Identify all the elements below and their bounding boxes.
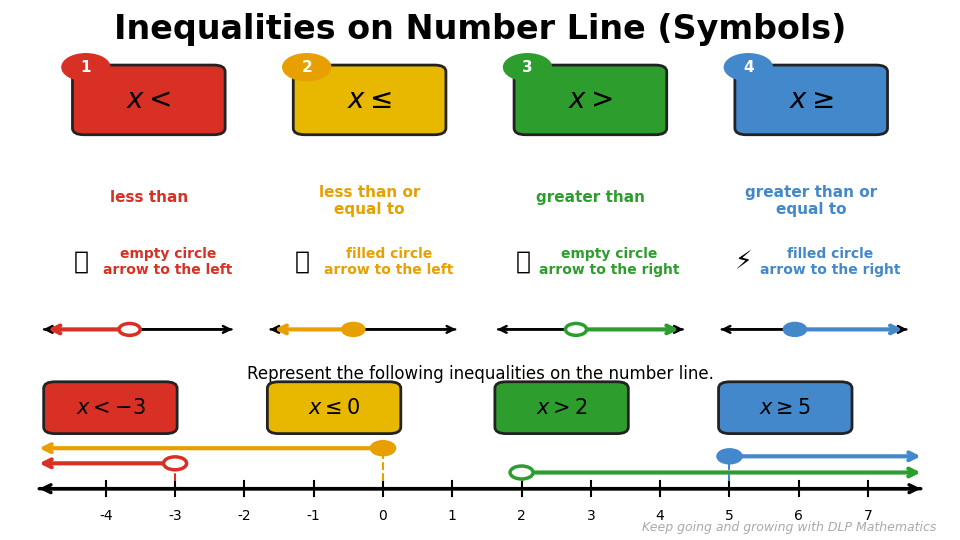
Text: 0: 0 [378,509,387,523]
FancyBboxPatch shape [267,382,400,434]
Text: 🍳: 🍳 [295,250,310,274]
Text: 3: 3 [522,60,533,75]
Circle shape [119,323,140,335]
Circle shape [718,450,741,463]
Text: greater than: greater than [536,190,645,205]
Circle shape [503,54,551,80]
Circle shape [343,323,364,335]
FancyBboxPatch shape [73,65,225,135]
Text: $x > 2$: $x > 2$ [536,397,588,418]
Text: Represent the following inequalities on the number line.: Represent the following inequalities on … [247,364,713,383]
Text: filled circle
arrow to the right: filled circle arrow to the right [760,247,900,277]
Circle shape [163,457,186,470]
Text: -2: -2 [237,509,252,523]
Text: $x >$: $x >$ [568,86,612,114]
Text: 6: 6 [794,509,804,523]
Text: $x < -3$: $x < -3$ [76,397,145,418]
Text: filled circle
arrow to the left: filled circle arrow to the left [324,247,453,277]
Text: empty circle
arrow to the left: empty circle arrow to the left [104,247,232,277]
Circle shape [784,323,805,335]
Text: $x <$: $x <$ [127,86,171,114]
Circle shape [565,323,587,335]
FancyBboxPatch shape [514,65,666,135]
FancyBboxPatch shape [495,382,628,434]
FancyBboxPatch shape [735,65,887,135]
Circle shape [283,54,330,80]
FancyBboxPatch shape [44,382,177,434]
Text: less than or
equal to: less than or equal to [319,185,420,217]
Text: 1: 1 [81,60,91,75]
Text: $x \leq 0$: $x \leq 0$ [308,397,360,418]
Text: 4: 4 [743,60,754,75]
Text: 7: 7 [864,509,873,523]
Text: 3: 3 [587,509,595,523]
Circle shape [510,466,533,479]
Text: greater than or
equal to: greater than or equal to [745,185,877,217]
Circle shape [372,442,395,455]
Text: less than: less than [109,190,188,205]
Text: Inequalities on Number Line (Symbols): Inequalities on Number Line (Symbols) [114,14,846,46]
Text: 🌵: 🌵 [516,250,531,274]
Circle shape [724,54,772,80]
Text: 5: 5 [725,509,733,523]
Text: 🍓: 🍓 [74,250,89,274]
Text: -3: -3 [168,509,181,523]
Text: empty circle
arrow to the right: empty circle arrow to the right [540,247,680,277]
Circle shape [61,54,110,80]
FancyBboxPatch shape [718,382,852,434]
Text: 1: 1 [448,509,457,523]
Text: -4: -4 [99,509,112,523]
Text: ⚡: ⚡ [735,250,753,274]
Text: $x \leq$: $x \leq$ [348,86,392,114]
Text: 4: 4 [656,509,664,523]
FancyBboxPatch shape [294,65,445,135]
Text: Keep going and growing with DLP Mathematics: Keep going and growing with DLP Mathemat… [641,521,936,534]
Text: $x \geq 5$: $x \geq 5$ [759,397,811,418]
Text: 2: 2 [301,60,312,75]
Text: $x \geq$: $x \geq$ [789,86,833,114]
Text: 2: 2 [517,509,526,523]
Text: -1: -1 [307,509,321,523]
